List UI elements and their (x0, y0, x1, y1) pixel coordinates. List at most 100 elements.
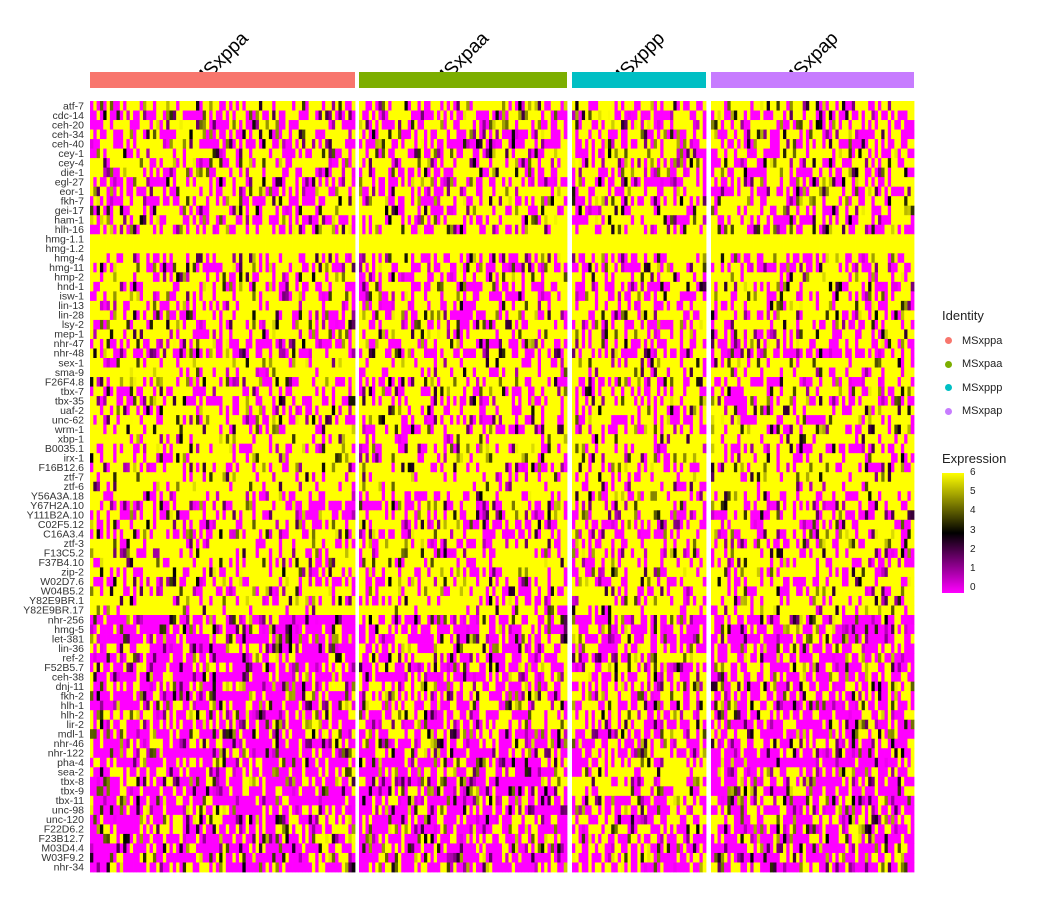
heatmap-cell (159, 491, 164, 502)
heatmap-cell (239, 148, 243, 159)
heatmap-cell (275, 538, 280, 549)
heatmap-cell (186, 262, 190, 273)
heatmap-cell (321, 319, 326, 330)
heatmap-cell (222, 586, 227, 597)
heatmap-cell (146, 300, 151, 311)
heatmap-cell (331, 519, 336, 530)
heatmap-cell (252, 300, 257, 311)
heatmap-cell (348, 120, 353, 130)
heatmap-cell (235, 243, 240, 254)
heatmap-cell (146, 319, 151, 330)
heatmap-cell (321, 386, 326, 397)
heatmap-cell (139, 643, 144, 654)
heatmap-cell (222, 358, 227, 368)
heatmap-cell (239, 453, 243, 464)
heatmap-cell (215, 424, 220, 435)
heatmap-cell (103, 148, 107, 159)
heatmap-cell (268, 662, 273, 673)
heatmap-cell (215, 576, 220, 587)
heatmap-cell (262, 262, 266, 273)
heatmap-cell (106, 300, 111, 311)
heatmap-cell (325, 662, 329, 673)
heatmap-cell (302, 500, 306, 511)
heatmap-cell (222, 681, 227, 692)
heatmap-cell (136, 262, 141, 273)
heatmap-cell (152, 167, 157, 178)
heatmap-cell (133, 672, 137, 683)
heatmap-cell (242, 139, 247, 149)
heatmap-cell (172, 110, 177, 121)
heatmap-cell (143, 453, 147, 464)
heatmap-cell (229, 253, 233, 264)
heatmap-cell (335, 653, 339, 663)
heatmap-cell (315, 557, 319, 568)
heatmap-cell (172, 234, 177, 245)
heatmap-cell (315, 367, 319, 378)
heatmap-cell (209, 110, 213, 121)
heatmap-cell (245, 624, 250, 635)
heatmap-cell (345, 557, 349, 568)
heatmap-cell (103, 472, 107, 483)
heatmap-cell (176, 653, 180, 663)
heatmap-cell (325, 319, 329, 330)
heatmap-cell (109, 101, 114, 111)
heatmap-cell (99, 139, 104, 149)
heatmap-cell (338, 415, 343, 426)
heatmap-cell (109, 253, 114, 264)
heatmap-cell (129, 272, 134, 283)
heatmap-cell (169, 538, 174, 549)
heatmap-cell (186, 300, 190, 311)
heatmap-cell (242, 262, 247, 273)
heatmap-cell (341, 281, 346, 292)
heatmap-cell (288, 386, 293, 397)
heatmap-cell (179, 491, 184, 502)
heatmap-cell (99, 548, 104, 559)
heatmap-cell (272, 519, 276, 530)
heatmap-cell (96, 129, 101, 140)
heatmap-cell (318, 586, 323, 597)
heatmap-cell (275, 481, 280, 492)
heatmap-cell (348, 224, 353, 235)
heatmap-cell (292, 624, 296, 635)
heatmap-cell (192, 586, 197, 597)
heatmap-cell (318, 643, 323, 654)
heatmap-cell (156, 253, 160, 264)
heatmap-cell (179, 386, 184, 397)
heatmap-cell (255, 148, 260, 159)
heatmap-cell (149, 329, 154, 340)
heatmap-cell (202, 129, 207, 140)
heatmap-cell (162, 148, 167, 159)
heatmap-cell (176, 662, 180, 673)
heatmap-cell (302, 491, 306, 502)
heatmap-cell (199, 538, 204, 549)
heatmap-cell (321, 672, 326, 683)
heatmap-cell (282, 481, 286, 492)
heatmap-cell (113, 662, 117, 673)
heatmap-cell (321, 158, 326, 169)
heatmap-cell (109, 453, 114, 464)
heatmap-cell (169, 586, 174, 597)
heatmap-cell (176, 576, 180, 587)
heatmap-cell (212, 500, 217, 511)
heatmap-cell (186, 567, 190, 578)
heatmap-cell (288, 662, 293, 673)
heatmap-cell (258, 386, 263, 397)
heatmap-cell (133, 634, 137, 644)
heatmap-cell (338, 595, 343, 606)
heatmap-cell (268, 405, 273, 416)
heatmap-cell (126, 519, 131, 530)
heatmap-cell (116, 396, 121, 406)
heatmap-cell (103, 167, 107, 178)
heatmap-cell (265, 167, 270, 178)
heatmap-cell (169, 491, 174, 502)
heatmap-cell (232, 167, 237, 178)
heatmap-cell (189, 243, 194, 254)
heatmap-cell (272, 557, 276, 568)
heatmap-cell (162, 653, 167, 663)
heatmap-cell (225, 158, 230, 169)
heatmap-cell (242, 491, 247, 502)
heatmap-cell (143, 300, 147, 311)
heatmap-cell (189, 262, 194, 273)
heatmap-cell (169, 434, 174, 445)
heatmap-cell (129, 453, 134, 464)
